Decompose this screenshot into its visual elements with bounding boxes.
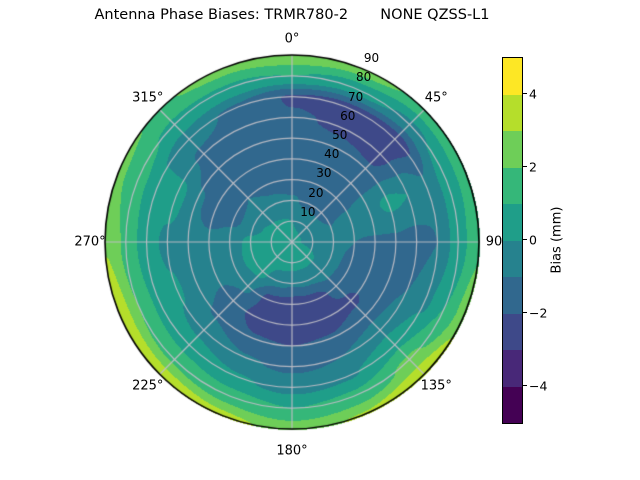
colorbar-band: [503, 131, 522, 168]
chart-title: Antenna Phase Biases: TRMR780-2 NONE QZS…: [94, 7, 490, 23]
colorbar-tick-label: −4: [529, 378, 548, 393]
theta-tick-label-270: 270°: [74, 234, 106, 250]
theta-tick-label-0: 0°: [284, 31, 300, 47]
colorbar-tick-label: 4: [529, 86, 537, 101]
colorbar-band: [503, 58, 522, 95]
radial-tick-label-50: 50: [332, 128, 348, 143]
theta-tick-label-225: 225°: [132, 378, 164, 394]
colorbar-band: [503, 277, 522, 314]
colorbar-tick-label: −2: [529, 305, 548, 320]
theta-tick-label-180: 180°: [276, 443, 308, 459]
colorbar-band: [503, 167, 522, 204]
colorbar-tick-mark: [523, 385, 527, 387]
colorbar-tick-mark: [523, 312, 527, 314]
colorbar-band: [503, 386, 522, 423]
theta-tick-label-90: 90: [485, 234, 503, 250]
theta-tick-label-45: 45°: [424, 90, 448, 106]
radial-tick-label-90: 90: [363, 51, 380, 66]
radial-tick-label-40: 40: [324, 147, 340, 162]
colorbar-band: [503, 240, 522, 277]
colorbar-band: [503, 313, 522, 350]
radial-tick-label-30: 30: [316, 166, 332, 181]
radial-tick-label-10: 10: [300, 204, 316, 219]
colorbar-band: [503, 350, 522, 387]
radial-tick-label-60: 60: [340, 108, 356, 123]
radial-tick-label-70: 70: [348, 89, 364, 104]
radial-tick-label-80: 80: [355, 70, 372, 85]
colorbar-axis-label: Bias (mm): [549, 206, 565, 273]
colorbar-tick-mark: [523, 166, 527, 168]
colorbar-tick-mark: [523, 93, 527, 95]
colorbar-tick-mark: [523, 239, 527, 241]
colorbar: [502, 57, 523, 424]
theta-tick-label-135: 135°: [420, 378, 452, 394]
colorbar-tick-label: 2: [529, 159, 537, 174]
colorbar-band: [503, 204, 522, 241]
colorbar-tick-label: 0: [529, 232, 537, 247]
colorbar-band: [503, 94, 522, 131]
theta-tick-label-315: 315°: [132, 90, 164, 106]
radial-tick-label-20: 20: [308, 185, 324, 200]
